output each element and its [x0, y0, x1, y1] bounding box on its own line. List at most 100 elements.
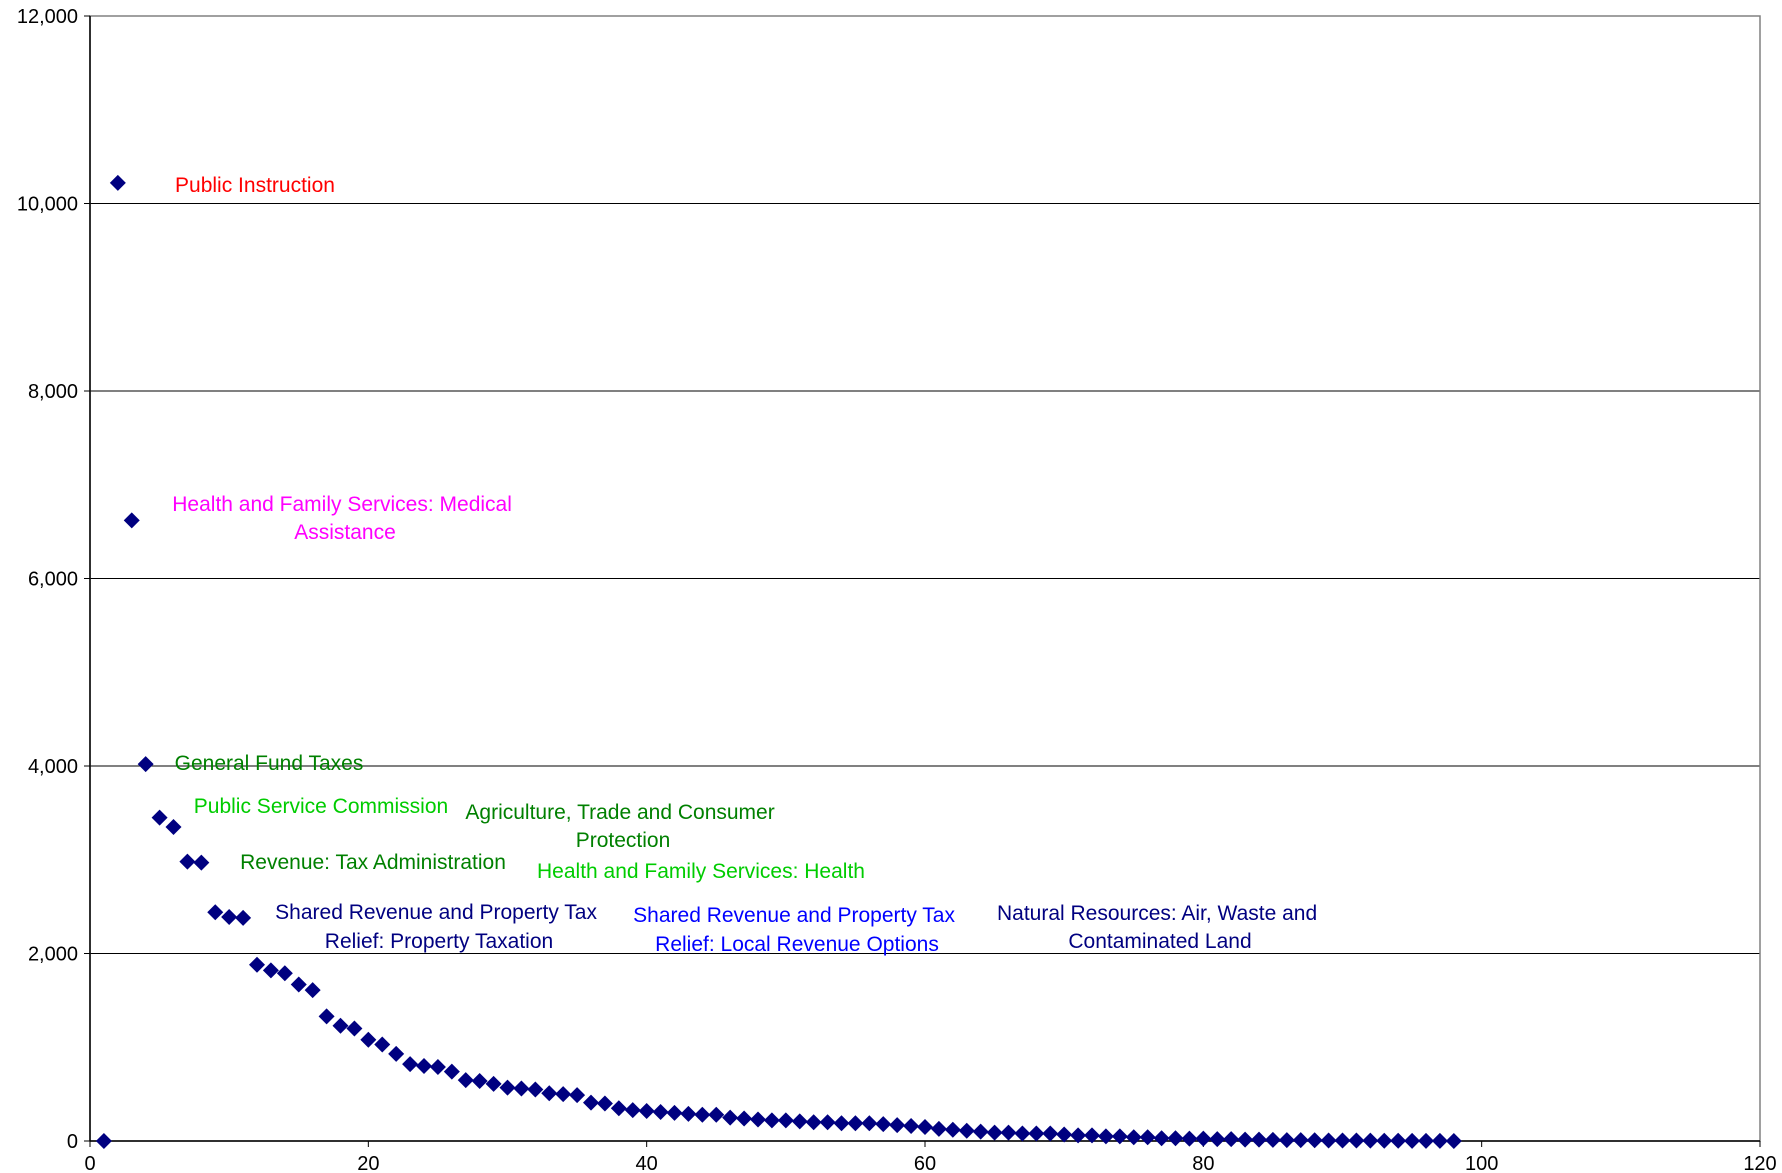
data-point [1139, 1129, 1156, 1146]
annotation-line: Health and Family Services: Medical [172, 493, 512, 516]
data-point [165, 818, 182, 835]
annotation-public-instruction: Public Instruction [175, 174, 335, 197]
data-point [137, 756, 154, 773]
data-point [1376, 1132, 1393, 1149]
annotation-line: Protection [576, 829, 671, 852]
x-tick-label: 0 [84, 1153, 95, 1173]
data-point [624, 1102, 641, 1119]
data-point [416, 1058, 432, 1074]
gridlines [90, 203, 1760, 954]
data-point [235, 909, 252, 926]
y-tick-label: 8,000 [28, 381, 78, 403]
data-point [1111, 1128, 1128, 1145]
annotation-line: Relief: Property Taxation [325, 930, 553, 953]
data-point [1334, 1132, 1351, 1149]
data-point [221, 908, 238, 925]
data-point [680, 1105, 697, 1122]
data-point [1125, 1129, 1142, 1146]
data-point [471, 1073, 488, 1089]
annotation-line: Contaminated Land [1068, 930, 1251, 953]
data-point [1320, 1132, 1337, 1149]
y-tick-label: 4,000 [28, 756, 78, 778]
data-point [1056, 1126, 1073, 1143]
data-point [694, 1106, 711, 1123]
data-point [332, 1017, 349, 1034]
data-point [596, 1095, 613, 1112]
data-point [1292, 1132, 1309, 1149]
data-point [1042, 1125, 1059, 1142]
data-point [930, 1120, 947, 1137]
data-point [1278, 1132, 1295, 1149]
data-point [1153, 1130, 1170, 1147]
data-point [1237, 1131, 1254, 1148]
data-point [151, 809, 168, 826]
data-point [1181, 1130, 1198, 1147]
annotation-line: Natural Resources: Air, Waste and [997, 902, 1317, 925]
annotation-line: Public Instruction [175, 174, 335, 197]
y-tick-label: 2,000 [28, 944, 78, 966]
data-point [750, 1111, 766, 1128]
data-point [917, 1118, 933, 1135]
data-point [1084, 1127, 1100, 1144]
data-point [374, 1036, 391, 1053]
x-tick-label: 80 [1192, 1153, 1214, 1173]
data-point [346, 1020, 363, 1037]
y-tick-label: 6,000 [28, 569, 78, 591]
data-point [304, 982, 321, 999]
data-point [777, 1112, 794, 1129]
y-tick-label: 12,000 [17, 6, 78, 28]
x-tick-label: 40 [636, 1153, 658, 1173]
x-tick-label: 120 [1743, 1153, 1776, 1173]
data-point [276, 965, 293, 982]
data-point [388, 1045, 405, 1062]
data-point [972, 1123, 989, 1140]
annotation-line: Revenue: Tax Administration [240, 851, 506, 874]
data-point [95, 1133, 112, 1149]
data-point [123, 512, 140, 529]
x-tick-label: 20 [357, 1153, 379, 1173]
data-point [1264, 1131, 1281, 1148]
data-point [429, 1058, 446, 1075]
data-point [513, 1080, 530, 1097]
data-point [402, 1056, 419, 1073]
data-point [1431, 1132, 1448, 1149]
data-point [569, 1087, 586, 1104]
data-point [736, 1110, 753, 1127]
data-point [249, 956, 265, 973]
data-point [847, 1115, 864, 1132]
data-point [722, 1109, 739, 1126]
data-point [485, 1075, 502, 1092]
data-point [541, 1085, 558, 1102]
y-tick-label: 0 [67, 1131, 78, 1153]
data-point [986, 1124, 1003, 1141]
data-point [262, 962, 279, 979]
data-points [95, 174, 1462, 1149]
annotation-line: General Fund Taxes [175, 752, 364, 775]
data-point [1000, 1124, 1017, 1141]
data-point [1014, 1125, 1031, 1142]
data-point [652, 1103, 669, 1120]
data-point [583, 1094, 599, 1111]
data-point [1348, 1132, 1365, 1149]
annotation-line: Health and Family Services: Health [537, 860, 865, 883]
data-point [1223, 1131, 1240, 1148]
data-point [861, 1115, 878, 1132]
data-point [318, 1008, 335, 1025]
data-point [443, 1063, 460, 1080]
data-point [1028, 1125, 1045, 1142]
data-point [875, 1116, 892, 1133]
data-point [527, 1081, 544, 1098]
data-point [1418, 1132, 1434, 1149]
annotation-line: Shared Revenue and Property Tax [633, 904, 955, 927]
data-point [708, 1106, 725, 1123]
data-point [833, 1115, 850, 1132]
data-point [791, 1113, 808, 1130]
data-point [889, 1117, 906, 1134]
annotation-property-taxation: Shared Revenue and Property Tax Relief: … [275, 901, 603, 953]
data-point [958, 1122, 975, 1139]
annotation-line: Relief: Local Revenue Options [655, 933, 939, 956]
data-point [1390, 1132, 1407, 1149]
data-point [499, 1079, 516, 1096]
data-point [903, 1118, 920, 1134]
